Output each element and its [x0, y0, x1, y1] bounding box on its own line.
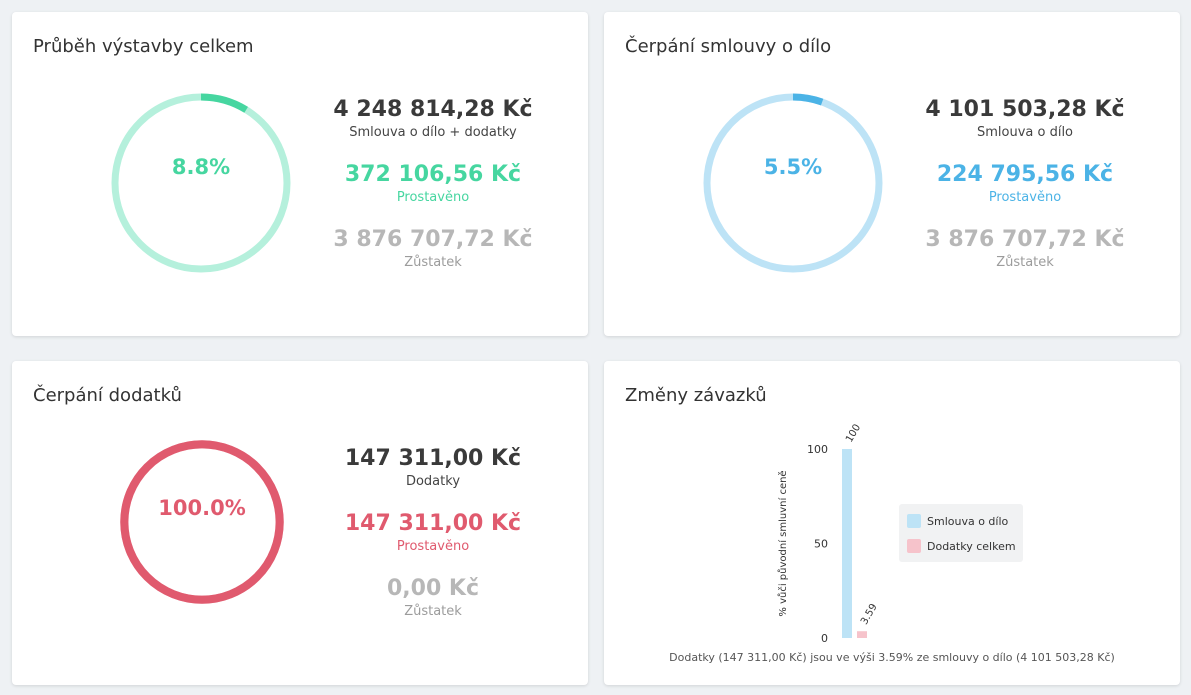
y-axis-label: % vůči původní smluvní ceně — [777, 470, 789, 616]
legend-swatch — [907, 539, 921, 553]
remaining-label: Zůstatek — [404, 255, 462, 270]
remaining-value: 3 876 707,72 Kč — [333, 227, 533, 252]
built-label: Prostavěno — [396, 539, 470, 554]
bar-data-label: 3.59 — [859, 602, 880, 627]
total-value: 4 101 503,28 Kč — [925, 97, 1125, 122]
remaining-label: Zůstatek — [404, 604, 462, 619]
construction-donut: 8.8% — [108, 90, 294, 276]
y-tick-label: 100 — [807, 443, 828, 456]
legend-item-addenda: Dodatky celkem — [907, 539, 1016, 553]
card-title: Čerpání smlouvy o dílo — [625, 36, 832, 57]
y-tick-label: 0 — [821, 632, 828, 645]
bar-addenda — [857, 631, 867, 638]
y-tick-label: 50 — [814, 538, 828, 551]
built-value: 372 106,56 Kč — [344, 162, 522, 187]
donut-progress — [120, 440, 284, 604]
contract-stats: 4 101 503,28 Kč Smlouva o dílo 224 795,5… — [920, 96, 1130, 291]
remaining-label: Zůstatek — [996, 255, 1054, 270]
remaining-value: 3 876 707,72 Kč — [925, 227, 1125, 252]
built-value: 224 795,56 Kč — [936, 162, 1114, 187]
bar-data-label: 100 — [844, 422, 863, 444]
card-title: Změny závazků — [625, 385, 767, 406]
donut-percent: 100.0% — [158, 496, 246, 520]
donut-progress — [111, 93, 291, 273]
remaining-value: 0,00 Kč — [386, 576, 480, 601]
legend-label: Dodatky celkem — [927, 539, 1016, 553]
total-label: Smlouva o dílo — [976, 125, 1074, 140]
addenda-donut: 100.0% — [118, 438, 286, 606]
legend-swatch — [907, 514, 921, 528]
construction-progress-card: Průběh výstavby celkem 8.8% 4 248 814,28… — [12, 12, 588, 336]
card-title: Průběh výstavby celkem — [33, 36, 254, 57]
built-value: 147 311,00 Kč — [344, 511, 522, 536]
legend-label: Smlouva o dílo — [927, 514, 1009, 528]
total-value: 4 248 814,28 Kč — [333, 97, 533, 122]
total-value: 147 311,00 Kč — [344, 446, 522, 471]
total-label: Smlouva o dílo + dodatky — [349, 125, 517, 140]
total-label: Dodatky — [405, 474, 461, 489]
contract-donut: 5.5% — [700, 90, 886, 276]
addenda-drawdown-card: Čerpání dodatků 100.0% 147 311,00 Kč Dod… — [12, 361, 588, 685]
donut-percent: 5.5% — [763, 155, 823, 179]
commitment-changes-chart: 0 50 100 % vůči původní smluvní ceně 100 3.59 — [777, 422, 880, 645]
donut-progress — [703, 93, 883, 273]
bar-contract — [842, 449, 852, 638]
contract-drawdown-card: Čerpání smlouvy o dílo 5.5% 4 101 503,28… — [604, 12, 1180, 336]
built-label: Prostavěno — [396, 190, 470, 205]
legend-item-contract: Smlouva o dílo — [907, 514, 1008, 528]
donut-percent: 8.8% — [171, 155, 231, 179]
chart-caption: Dodatky (147 311,00 Kč) jsou ve výši 3.5… — [669, 651, 1115, 664]
chart-legend: Smlouva o dílo Dodatky celkem — [899, 504, 1023, 562]
addenda-stats: 147 311,00 Kč Dodatky 147 311,00 Kč Pros… — [328, 445, 538, 640]
construction-stats: 4 248 814,28 Kč Smlouva o dílo + dodatky… — [328, 96, 538, 291]
built-label: Prostavěno — [988, 190, 1062, 205]
card-title: Čerpání dodatků — [33, 385, 182, 406]
commitment-changes-card: Změny závazků 0 50 100 % vůči původní smluv… — [604, 361, 1180, 685]
